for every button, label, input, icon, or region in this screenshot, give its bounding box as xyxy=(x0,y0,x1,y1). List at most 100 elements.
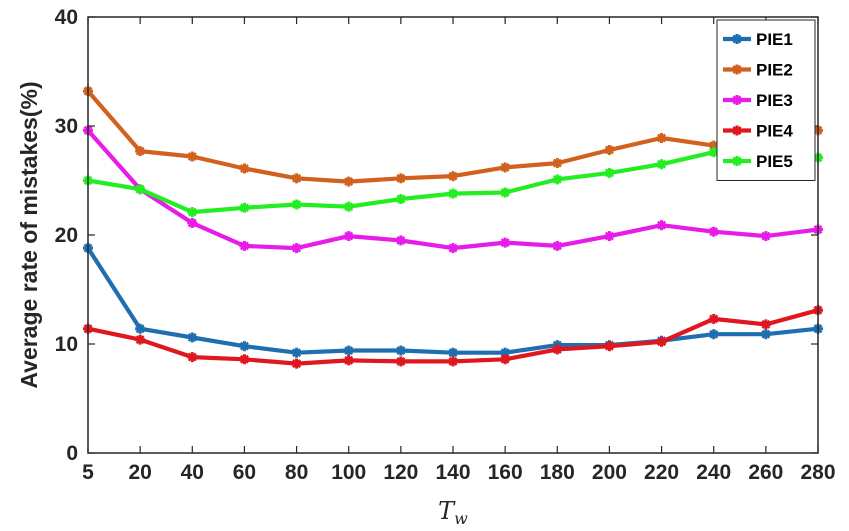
data-point xyxy=(343,201,354,212)
y-tick-label: 0 xyxy=(66,442,78,465)
legend-marker xyxy=(732,34,742,44)
x-axis-label: Tw xyxy=(438,497,468,528)
data-point xyxy=(500,162,511,173)
data-point xyxy=(187,332,198,343)
plot-area xyxy=(88,17,818,453)
data-point xyxy=(239,202,250,213)
data-point xyxy=(395,173,406,184)
data-point xyxy=(500,187,511,198)
x-tick-label: 260 xyxy=(748,461,783,484)
data-point xyxy=(291,173,302,184)
data-point xyxy=(187,352,198,363)
x-tick-label: 60 xyxy=(233,461,256,484)
x-tick-label: 20 xyxy=(128,461,151,484)
data-point xyxy=(708,329,719,340)
data-point xyxy=(604,167,615,178)
legend-item: PIE4 xyxy=(723,122,793,141)
data-point xyxy=(760,231,771,242)
data-point xyxy=(395,194,406,205)
y-tick-label: 30 xyxy=(55,115,78,138)
legend-label: PIE2 xyxy=(756,61,793,80)
data-point xyxy=(343,176,354,187)
data-point xyxy=(135,334,146,345)
x-tick-label: 40 xyxy=(181,461,204,484)
data-point xyxy=(395,345,406,356)
data-point xyxy=(291,199,302,210)
data-point xyxy=(239,341,250,352)
data-point xyxy=(604,144,615,155)
series-pie2 xyxy=(83,86,823,187)
x-axis-label-sub: w xyxy=(454,509,468,528)
legend-marker xyxy=(732,125,742,136)
data-point xyxy=(135,184,146,195)
data-point xyxy=(500,237,511,248)
legend-label: PIE5 xyxy=(756,152,793,171)
x-tick-label: 220 xyxy=(644,461,679,484)
data-point xyxy=(239,163,250,174)
x-tick-label: 80 xyxy=(285,461,308,484)
y-axis-label: Average rate of mistakes(%) xyxy=(16,81,42,388)
data-point xyxy=(448,347,458,358)
data-point xyxy=(343,231,354,242)
x-tick-label: 200 xyxy=(592,461,627,484)
data-point xyxy=(343,345,354,356)
data-point xyxy=(291,347,302,358)
x-tick-label: 140 xyxy=(435,461,470,484)
data-point xyxy=(656,336,667,347)
data-point xyxy=(239,240,250,251)
data-point xyxy=(604,341,615,352)
data-point xyxy=(760,319,771,330)
data-point xyxy=(604,231,615,242)
x-tick-label: 100 xyxy=(331,461,366,484)
x-tick-label: 160 xyxy=(488,461,523,484)
x-tick-label: 120 xyxy=(383,461,418,484)
data-point xyxy=(656,159,667,170)
data-point xyxy=(500,354,511,365)
legend-marker xyxy=(732,95,742,105)
data-point xyxy=(448,171,458,182)
x-tick-label: 5 xyxy=(82,461,94,484)
legend-label: PIE4 xyxy=(756,122,793,141)
series-pie4 xyxy=(83,305,823,369)
data-point xyxy=(135,146,146,157)
data-point xyxy=(343,355,354,366)
data-point xyxy=(135,323,146,334)
legend-label: PIE1 xyxy=(756,30,793,49)
legend-marker xyxy=(732,156,742,166)
data-point xyxy=(187,218,198,229)
data-point xyxy=(448,356,458,367)
data-point xyxy=(552,344,563,355)
data-point xyxy=(395,235,406,246)
series-pie3 xyxy=(83,125,823,254)
data-point xyxy=(187,207,198,218)
legend-item: PIE1 xyxy=(723,30,793,49)
data-point xyxy=(552,240,563,251)
tick-layer: 5 20 40 60 80 100 120 140 160 180 200 220 240 260 280 0… xyxy=(55,6,836,484)
legend-marker xyxy=(732,64,742,75)
data-point xyxy=(708,313,719,324)
data-point xyxy=(760,329,771,340)
data-point xyxy=(656,132,667,143)
x-axis-label-main: T xyxy=(438,497,456,525)
x-tick-label: 240 xyxy=(696,461,731,484)
legend-item: PIE3 xyxy=(723,91,793,110)
y-tick-label: 40 xyxy=(55,6,78,29)
y-tick-label: 20 xyxy=(55,224,78,247)
legend-item: PIE5 xyxy=(723,152,793,171)
data-point xyxy=(708,226,719,237)
data-point xyxy=(395,356,406,367)
legend-label: PIE3 xyxy=(756,91,793,110)
data-point xyxy=(448,243,458,254)
legend: PIE1 PIE2 PIE3 PIE4 PIE5 xyxy=(716,19,816,181)
legend-item: PIE2 xyxy=(723,61,793,80)
data-point xyxy=(239,354,250,365)
data-point xyxy=(187,151,198,162)
data-point xyxy=(656,220,667,231)
x-tick-label: 280 xyxy=(800,461,835,484)
data-point xyxy=(552,158,563,169)
data-point xyxy=(291,358,302,369)
data-point xyxy=(552,174,563,185)
x-tick-label: 180 xyxy=(540,461,575,484)
data-point xyxy=(448,188,458,199)
